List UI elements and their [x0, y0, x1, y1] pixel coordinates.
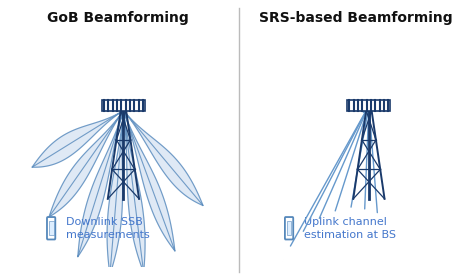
- Polygon shape: [32, 111, 123, 167]
- Polygon shape: [107, 111, 123, 274]
- Polygon shape: [78, 111, 123, 257]
- Text: Uplink channel
estimation at BS: Uplink channel estimation at BS: [304, 217, 396, 240]
- FancyBboxPatch shape: [47, 217, 55, 239]
- Polygon shape: [123, 111, 145, 272]
- Title: SRS-based Beamforming: SRS-based Beamforming: [259, 11, 453, 25]
- Polygon shape: [49, 111, 123, 217]
- Title: GoB Beamforming: GoB Beamforming: [47, 11, 189, 25]
- Bar: [49, 221, 54, 235]
- Polygon shape: [123, 111, 175, 251]
- Bar: [347, 100, 391, 111]
- FancyBboxPatch shape: [285, 217, 293, 239]
- Polygon shape: [123, 111, 203, 205]
- Text: Downlink SSB
measurements: Downlink SSB measurements: [66, 217, 150, 240]
- Bar: [102, 100, 145, 111]
- Bar: [287, 221, 292, 235]
